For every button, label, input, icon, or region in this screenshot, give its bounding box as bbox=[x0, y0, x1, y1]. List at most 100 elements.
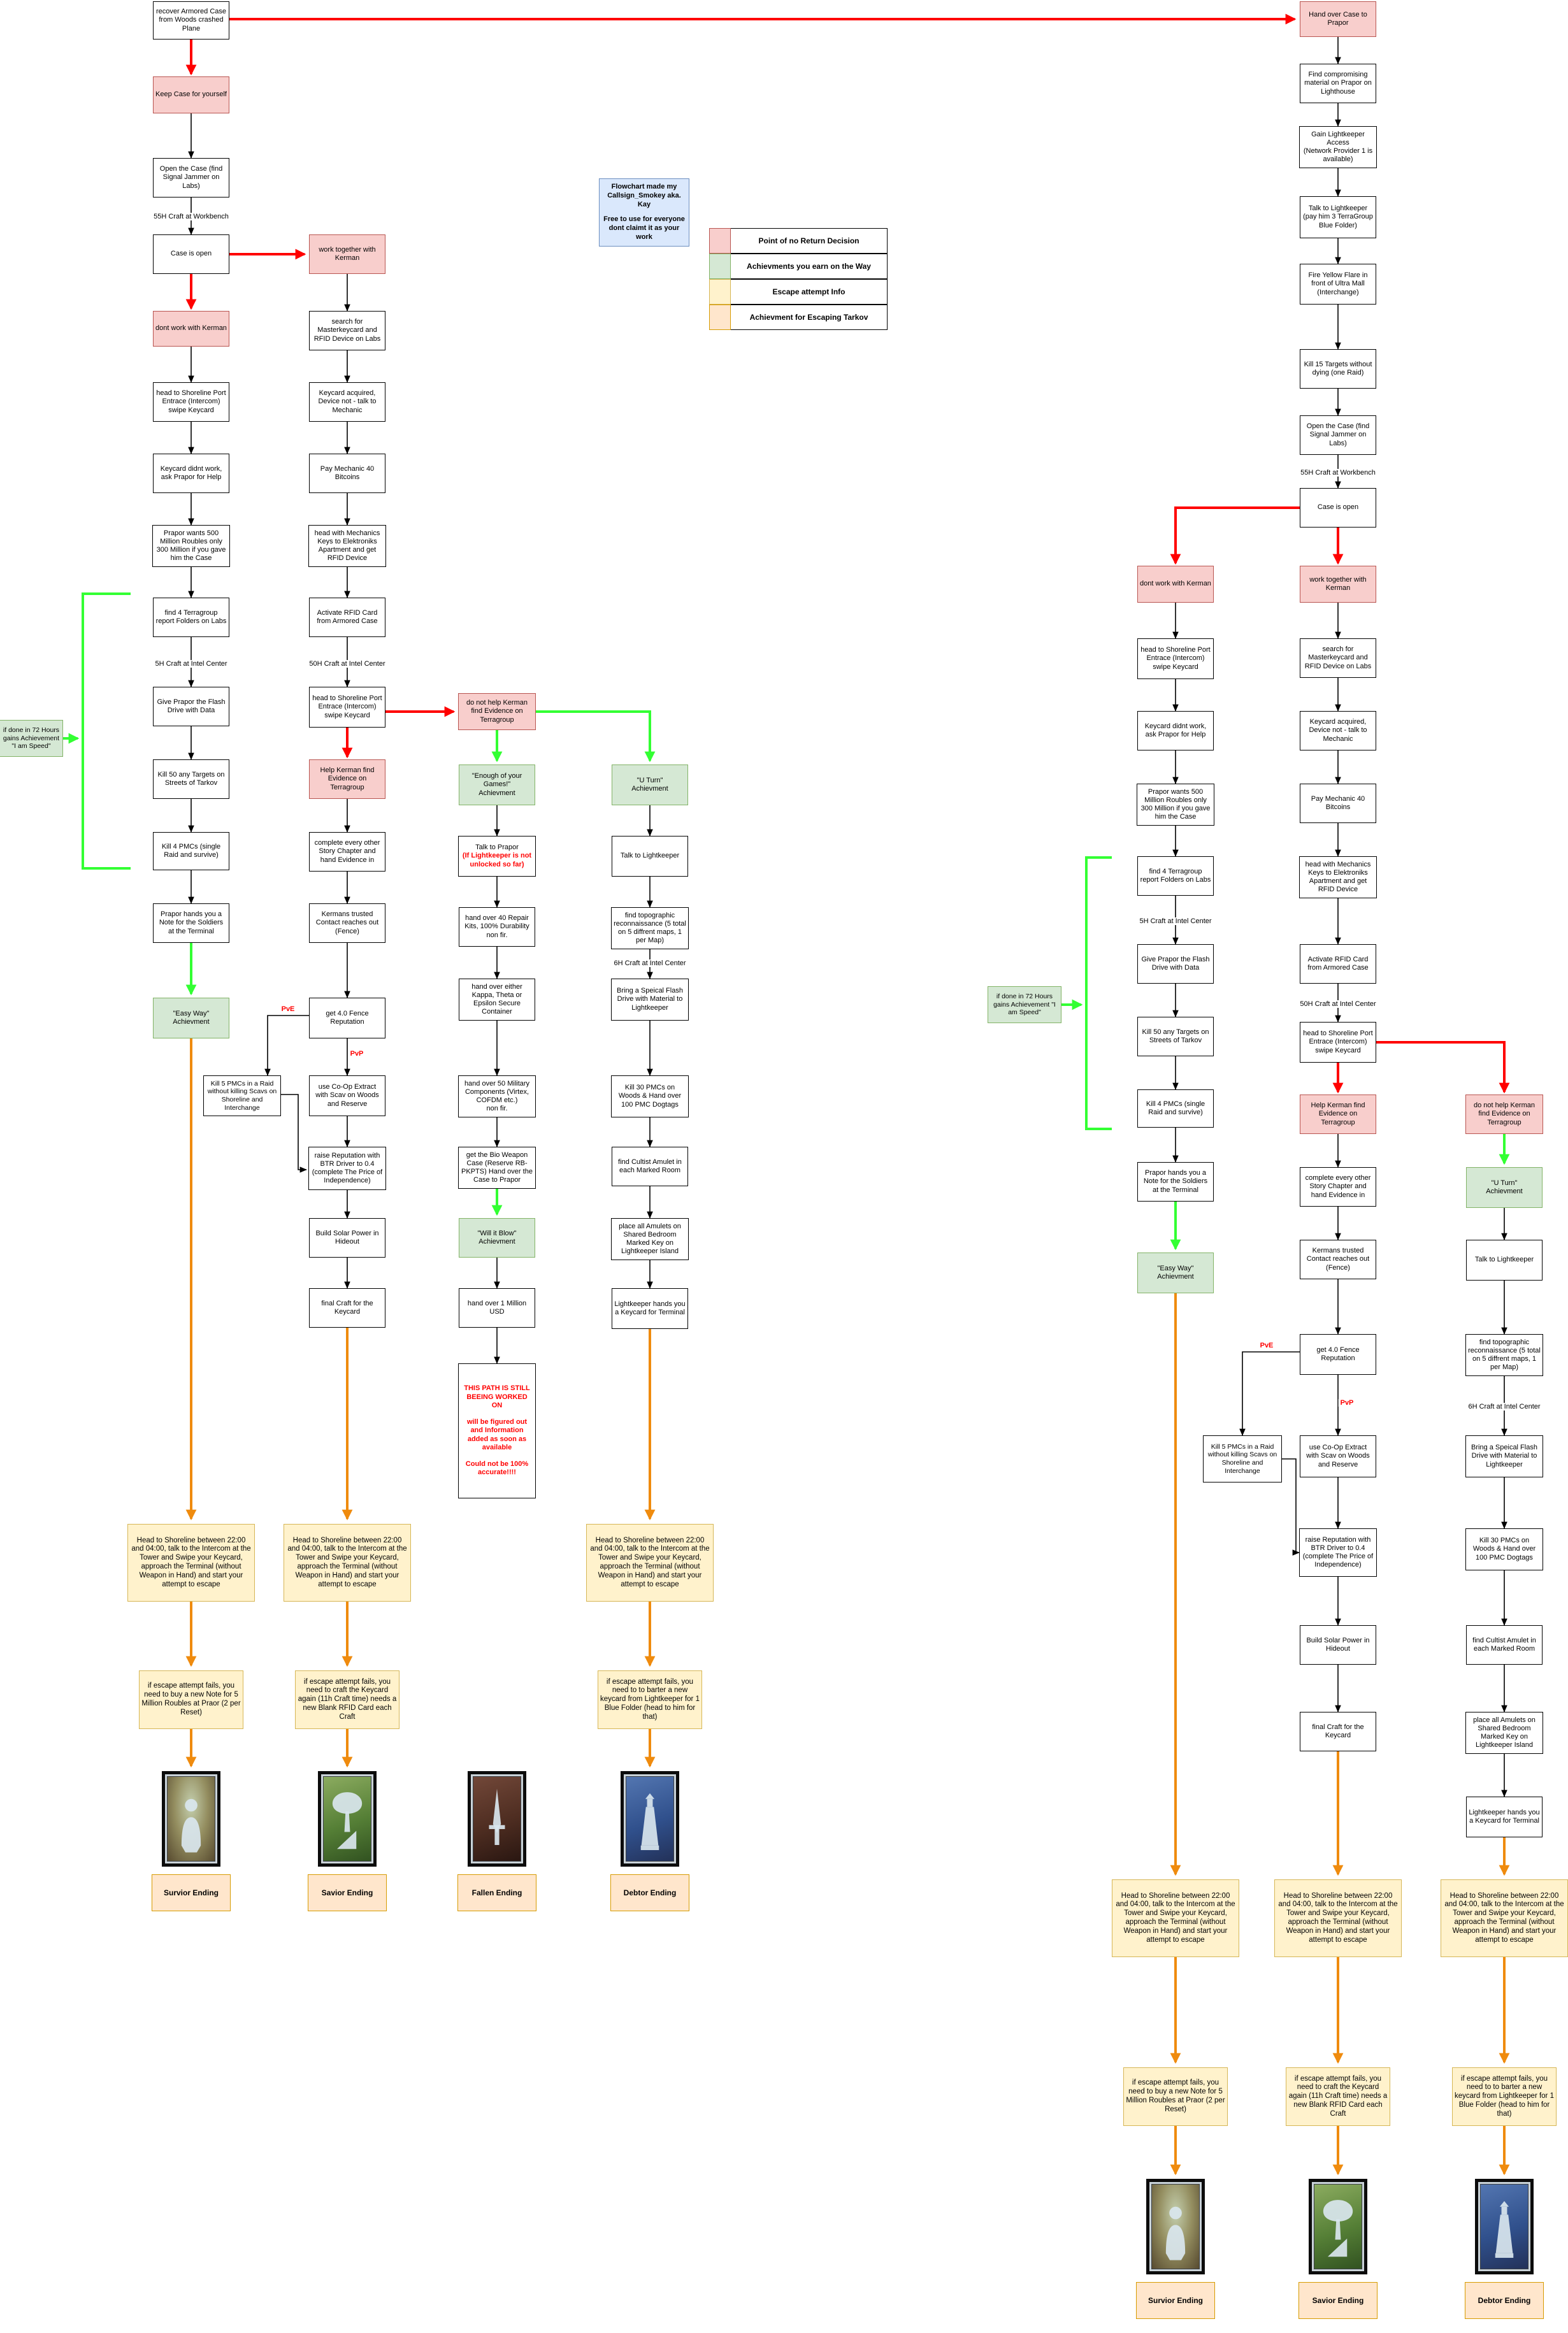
pay-mechanic-1: Pay Mechanic 40 Bitcoins bbox=[309, 454, 385, 493]
credit-note: Flowchart made my Callsign_Smokey aka. K… bbox=[599, 178, 689, 247]
secure-container: hand over either Kappa, Theta or Epsilon… bbox=[459, 979, 535, 1021]
open-case-1: Open the Case (find Signal Jammer on Lab… bbox=[153, 158, 229, 197]
talk-lk-pay-label: Talk to Lightkeeper (pay him 3 TerraGrou… bbox=[1303, 205, 1373, 229]
search-keycard-2: search for Masterkeycard and RFID Device… bbox=[1300, 638, 1376, 678]
final-craft-2-label: final Craft for the Keycard bbox=[1312, 1723, 1364, 1739]
flow-arrow-black bbox=[1239, 1351, 1300, 1436]
activate-rfid-1: Activate RFID Card from Armored Case bbox=[309, 598, 385, 637]
kill30-2-label: Kill 30 PMCs on Woods & Hand over 100 PM… bbox=[1472, 1537, 1536, 1561]
flow-arrow-red bbox=[1170, 506, 1300, 565]
flow-arrow-black bbox=[264, 1015, 309, 1076]
kill30-2: Kill 30 PMCs on Woods & Hand over 100 PM… bbox=[1465, 1528, 1543, 1570]
place-amulets-2-label: place all Amulets on Shared Bedroom Mark… bbox=[1473, 1716, 1536, 1749]
help-kerman-1-label: Help Kerman find Evidence on Terragroup bbox=[320, 766, 375, 791]
credit-line-1: Flowchart made my Callsign_Smokey aka. K… bbox=[607, 183, 681, 208]
pay-mechanic-1-label: Pay Mechanic 40 Bitcoins bbox=[320, 464, 375, 481]
fail-note-2: if escape attempt fails, you need to buy… bbox=[1123, 2067, 1228, 2126]
legend-swatch bbox=[709, 228, 731, 254]
ending-image-survivor-1 bbox=[162, 1771, 220, 1867]
prapor-note-2-label: Prapor hands you a Note for the Soldiers… bbox=[1143, 1169, 1208, 1194]
easy-way-2-label: "Easy Way" Achievment bbox=[1157, 1264, 1194, 1281]
fail-barter-1: if escape attempt fails, you need to to … bbox=[598, 1670, 702, 1729]
ending-image-debtor-2 bbox=[1475, 2179, 1534, 2274]
kill4-pmc-1: Kill 4 PMCs (single Raid and survive) bbox=[153, 832, 229, 870]
fence-contact-2-label: Kermans trusted Contact reaches out (Fen… bbox=[1306, 1247, 1370, 1272]
legend-row: Achievment for Escaping Tarkov bbox=[709, 305, 888, 330]
prapor-500-1-label: Prapor wants 500 Million Roubles only 30… bbox=[156, 529, 226, 563]
search-keycard-2-label: search for Masterkeycard and RFID Device… bbox=[1304, 645, 1372, 670]
person-icon bbox=[1165, 2206, 1186, 2260]
do-not-help-2-label: do not help Kerman find Evidence on Terr… bbox=[1473, 1102, 1535, 1126]
survivor-label-2-label: Survior Ending bbox=[1147, 2295, 1203, 2305]
final-craft-1: final Craft for the Keycard bbox=[309, 1288, 385, 1328]
yellow-flare: Fire Yellow Flare in front of Ultra Mall… bbox=[1300, 264, 1376, 305]
i-am-speed-2-label: if done in 72 Hours gains Achievement "I… bbox=[993, 993, 1056, 1017]
ending-image-savior-1 bbox=[318, 1771, 377, 1867]
work-kerman-2: work together with Kerman bbox=[1300, 566, 1376, 603]
repair-kits-label: hand over 40 Repair Kits, 100% Durabilit… bbox=[464, 914, 529, 939]
fail-craft-1-label: if escape attempt fails, you need to cra… bbox=[298, 1677, 397, 1721]
search-keycard-1-label: search for Masterkeycard and RFID Device… bbox=[313, 318, 381, 343]
keycard-acquired-1: Keycard acquired, Device not - talk to M… bbox=[309, 382, 385, 422]
case-open-2: Case is open bbox=[1300, 488, 1376, 528]
special-flash-2: Bring a Speical Flash Drive with Materia… bbox=[1465, 1435, 1543, 1477]
talk-prapor-red-note: (If Lightkeeper is not unlocked so far) bbox=[462, 852, 532, 868]
million-usd-label: hand over 1 Million USD bbox=[467, 1299, 527, 1316]
savior-label-2-label: Savior Ending bbox=[1312, 2295, 1364, 2305]
cultist-amulet-2-label: find Cultist Amulet in each Marked Room bbox=[1472, 1636, 1536, 1653]
flow-arrow-red bbox=[1376, 1041, 1510, 1094]
i-am-speed-1-label: if done in 72 Hours gains Achievement "I… bbox=[3, 726, 60, 750]
coop-extract-2: use Co-Op Extract with Scav on Woods and… bbox=[1300, 1435, 1376, 1477]
topographic-2: find topographic reconnaissance (5 total… bbox=[1465, 1334, 1543, 1376]
work-kerman-2-label: work together with Kerman bbox=[1309, 575, 1367, 592]
place-amulets-1-label: place all Amulets on Shared Bedroom Mark… bbox=[619, 1222, 681, 1256]
easy-way-1: "Easy Way" Achievment bbox=[153, 998, 229, 1038]
escape-info-3: Head to Shoreline between 22:00 and 04:0… bbox=[586, 1524, 714, 1602]
million-usd: hand over 1 Million USD bbox=[459, 1288, 535, 1328]
yellow-flare-label: Fire Yellow Flare in front of Ultra Mall… bbox=[1308, 271, 1368, 296]
open-case-2: Open the Case (find Signal Jammer on Lab… bbox=[1300, 415, 1376, 455]
coop-extract-1: use Co-Op Extract with Scav on Woods and… bbox=[309, 1075, 385, 1116]
folders-2-label: find 4 Terragroup report Folders on Labs bbox=[1140, 867, 1211, 884]
escape-info-r3-label: Head to Shoreline between 22:00 and 04:0… bbox=[1444, 1892, 1564, 1944]
fallen-label-1-label: Fallen Ending bbox=[471, 1888, 522, 1897]
shoreline-swipe-1b: head to Shoreline Port Entrace (Intercom… bbox=[309, 687, 385, 728]
solar-power-1: Build Solar Power in Hideout bbox=[309, 1218, 385, 1258]
fence-rep-2: get 4.0 Fence Reputation bbox=[1300, 1334, 1376, 1375]
edge-label: 5H Craft at Intel Center bbox=[1137, 917, 1214, 925]
person-icon bbox=[181, 1798, 201, 1853]
fence-contact-2: Kermans trusted Contact reaches out (Fen… bbox=[1300, 1240, 1376, 1279]
kill15: Kill 15 Targets without dying (one Raid) bbox=[1300, 349, 1376, 389]
legend-row: Achievments you earn on the Way bbox=[709, 254, 888, 279]
wip-notice-label: THIS PATH IS STILL BEEING WORKED ON will… bbox=[464, 1384, 530, 1477]
do-not-help-1-label: do not help Kerman find Evidence on Terr… bbox=[466, 699, 528, 724]
lk-keycard-1: Lightkeeper hands you a Keycard for Term… bbox=[612, 1288, 688, 1329]
help-kerman-1: Help Kerman find Evidence on Terragroup bbox=[309, 759, 385, 799]
fail-craft-1: if escape attempt fails, you need to cra… bbox=[295, 1670, 399, 1729]
kill30-1: Kill 30 PMCs on Woods & Hand over 100 PM… bbox=[611, 1075, 689, 1117]
fail-note-2-label: if escape attempt fails, you need to buy… bbox=[1126, 2079, 1225, 2113]
cultist-amulet-1: find Cultist Amulet in each Marked Room bbox=[612, 1147, 688, 1186]
kill30-1-label: Kill 30 PMCs on Woods & Hand over 100 PM… bbox=[618, 1084, 682, 1109]
edge-label: PvE bbox=[1258, 1342, 1276, 1349]
shoreline-swipe-2b: head to Shoreline Port Entrace (Intercom… bbox=[1300, 1022, 1376, 1063]
u-turn-2: "U Turn" Achievment bbox=[1466, 1167, 1543, 1208]
debtor-label-2-label: Debtor Ending bbox=[1478, 2295, 1531, 2305]
kill50-1-label: Kill 50 any Targets on Streets of Tarkov bbox=[157, 770, 225, 787]
fence-contact-1-label: Kermans trusted Contact reaches out (Fen… bbox=[315, 910, 379, 935]
keep-case-label: Keep Case for yourself bbox=[155, 90, 227, 99]
case-open-2-label: Case is open bbox=[1317, 503, 1359, 512]
survivor-label-1-label: Survior Ending bbox=[163, 1888, 219, 1897]
talk-lightkeeper-2: Talk to Lightkeeper bbox=[1466, 1240, 1543, 1281]
case-open-1: Case is open bbox=[153, 234, 229, 274]
talk-prapor: Talk to Prapor (If Lightkeeper is not unl… bbox=[458, 836, 536, 877]
debtor-label-1: Debtor Ending bbox=[610, 1874, 689, 1911]
debtor-label-2: Debtor Ending bbox=[1465, 2282, 1544, 2319]
kill15-label: Kill 15 Targets without dying (one Raid) bbox=[1304, 360, 1372, 377]
talk-lightkeeper-1-label: Talk to Lightkeeper bbox=[620, 852, 680, 860]
tree-icon bbox=[1323, 2200, 1353, 2257]
activate-rfid-1-label: Activate RFID Card from Armored Case bbox=[317, 608, 378, 625]
escape-info-1-label: Head to Shoreline between 22:00 and 04:0… bbox=[131, 1536, 251, 1588]
mech-keys-2: head with Mechanics Keys to Elektroniks … bbox=[1299, 856, 1377, 898]
pay-mechanic-2: Pay Mechanic 40 Bitcoins bbox=[1300, 784, 1376, 823]
